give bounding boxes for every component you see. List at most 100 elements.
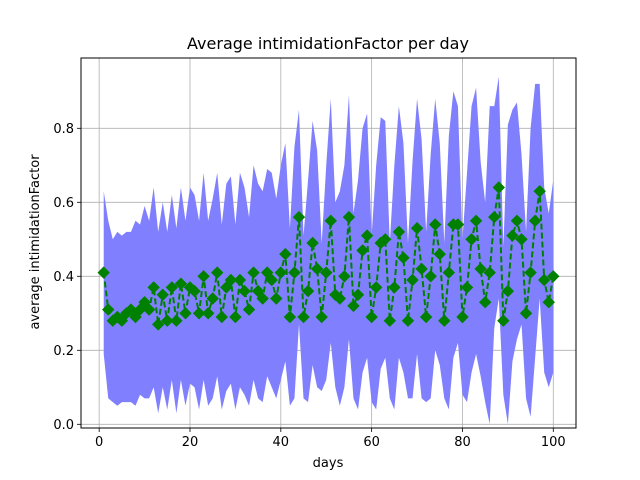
data-point bbox=[415, 262, 428, 276]
data-point bbox=[97, 266, 110, 279]
y-tick-label: 0.4 bbox=[53, 270, 74, 285]
data-point bbox=[242, 303, 256, 316]
data-point bbox=[501, 284, 515, 298]
data-point bbox=[320, 266, 333, 279]
data-point bbox=[233, 273, 247, 287]
data-point bbox=[533, 184, 546, 198]
data-point bbox=[528, 214, 542, 228]
series-line bbox=[102, 187, 555, 325]
data-point bbox=[538, 273, 551, 287]
data-point bbox=[497, 314, 510, 327]
data-point bbox=[138, 295, 151, 309]
data-point bbox=[165, 281, 179, 294]
x-tick-label: 0 bbox=[95, 435, 103, 450]
y-tick-label: 0.2 bbox=[53, 344, 74, 359]
data-point bbox=[256, 292, 269, 305]
data-point bbox=[315, 310, 328, 324]
data-point bbox=[220, 281, 233, 294]
data-point bbox=[270, 292, 283, 305]
data-point bbox=[329, 288, 342, 302]
data-point bbox=[365, 310, 378, 324]
data-point bbox=[379, 233, 392, 246]
data-point bbox=[260, 266, 274, 279]
data-point bbox=[515, 233, 528, 246]
data-point bbox=[469, 214, 483, 228]
y-axis-ticks: 0.0 0.2 0.4 0.6 0.8 bbox=[53, 122, 81, 433]
chart-title: Average intimidationFactor per day bbox=[187, 34, 469, 53]
data-point bbox=[306, 236, 319, 250]
data-point bbox=[292, 210, 306, 224]
data-point bbox=[542, 295, 555, 309]
data-point bbox=[451, 218, 465, 231]
data-point bbox=[124, 303, 138, 316]
data-point bbox=[397, 251, 410, 265]
data-point bbox=[506, 229, 519, 242]
data-point bbox=[492, 181, 506, 194]
data-point bbox=[310, 262, 324, 276]
data-point bbox=[438, 314, 451, 327]
data-points bbox=[97, 181, 560, 331]
data-point bbox=[433, 247, 446, 261]
x-axis-ticks: 0 20 40 60 80 100 bbox=[95, 428, 566, 450]
data-point bbox=[456, 310, 469, 324]
data-point bbox=[161, 314, 174, 327]
data-point bbox=[188, 284, 201, 298]
data-point bbox=[147, 281, 160, 294]
data-point bbox=[229, 310, 242, 324]
data-point bbox=[406, 273, 419, 287]
data-point bbox=[410, 221, 424, 235]
data-point bbox=[324, 214, 337, 228]
data-point bbox=[388, 281, 401, 294]
data-point bbox=[483, 266, 496, 279]
data-point bbox=[401, 314, 415, 327]
data-point bbox=[211, 266, 224, 279]
data-point bbox=[424, 270, 437, 283]
data-point bbox=[102, 303, 115, 316]
y-tick-label: 0.0 bbox=[53, 418, 74, 433]
plot-frame bbox=[80, 57, 577, 429]
data-point bbox=[115, 314, 129, 327]
data-point bbox=[301, 284, 315, 298]
data-point bbox=[465, 233, 478, 246]
data-point bbox=[442, 266, 456, 279]
x-tick-label: 20 bbox=[182, 435, 199, 450]
data-point bbox=[356, 244, 369, 257]
data-point bbox=[488, 210, 501, 224]
data-point bbox=[183, 281, 197, 294]
data-point bbox=[297, 310, 310, 324]
data-point bbox=[247, 266, 260, 279]
y-tick-label: 0.8 bbox=[53, 122, 74, 137]
data-point bbox=[510, 214, 524, 228]
data-point bbox=[419, 310, 433, 324]
data-point bbox=[133, 303, 147, 316]
data-point bbox=[215, 310, 228, 324]
data-point bbox=[519, 307, 533, 320]
data-point bbox=[179, 307, 192, 320]
data-point bbox=[369, 281, 383, 294]
x-axis-label: days bbox=[313, 456, 344, 471]
x-tick-label: 80 bbox=[454, 435, 471, 450]
x-tick-label: 100 bbox=[541, 435, 566, 450]
data-point bbox=[129, 310, 142, 324]
data-point bbox=[333, 292, 347, 305]
plot-area bbox=[80, 57, 577, 429]
data-point bbox=[197, 270, 210, 283]
data-point bbox=[206, 292, 219, 305]
y-axis-label: average intimidationFactor bbox=[28, 154, 43, 330]
data-point bbox=[238, 284, 251, 298]
data-point bbox=[478, 295, 492, 309]
y-tick-label: 0.6 bbox=[53, 196, 74, 211]
data-point bbox=[392, 225, 406, 239]
data-point bbox=[288, 266, 301, 279]
data-point bbox=[283, 310, 297, 324]
data-point bbox=[279, 247, 292, 261]
data-point bbox=[142, 303, 156, 316]
data-point bbox=[547, 270, 560, 283]
data-point bbox=[342, 210, 356, 224]
x-tick-label: 60 bbox=[363, 435, 380, 450]
data-point bbox=[524, 266, 537, 279]
data-point bbox=[351, 288, 365, 302]
data-point bbox=[265, 273, 278, 287]
data-point bbox=[429, 218, 442, 231]
